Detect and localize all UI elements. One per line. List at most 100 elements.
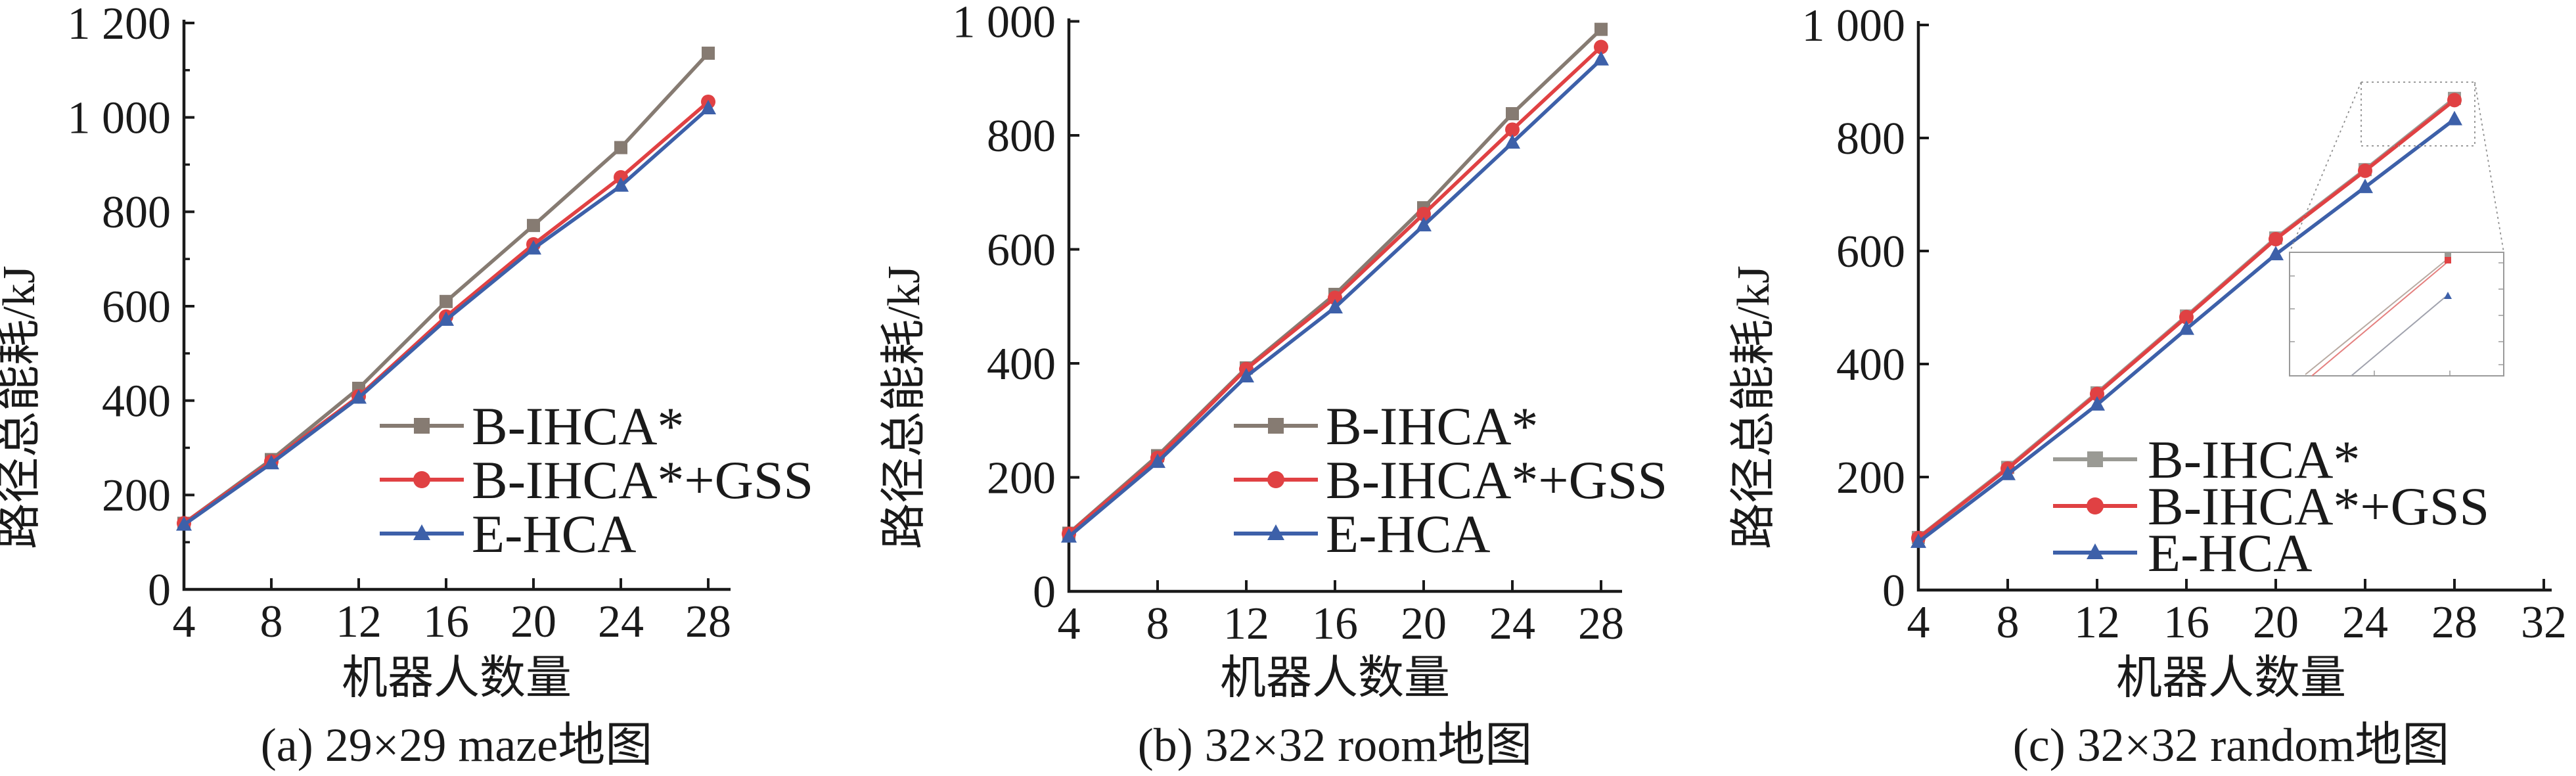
legend-label: B-IHCA*+GSS <box>2148 476 2489 536</box>
y-tick-label: 0 <box>1882 566 1905 616</box>
y-axis-ticks: 0 200 400 600 800 1 000 <box>953 0 1079 618</box>
legend-marker <box>2087 497 2104 514</box>
y-tick-label: 200 <box>1836 453 1905 503</box>
series-e-hca <box>1910 110 2462 548</box>
data-point-marker <box>527 219 540 233</box>
inset-source-rect <box>2361 81 2475 147</box>
x-tick-label: 24 <box>598 597 644 647</box>
data-point-marker <box>526 240 541 255</box>
panel-caption: (c) 32×32 random地图 <box>2013 719 2449 771</box>
x-tick-label: 28 <box>2431 597 2477 648</box>
data-point-marker <box>2000 465 2016 480</box>
data-point-marker <box>1238 367 1254 382</box>
data-point-marker <box>2268 246 2284 261</box>
y-tick-label: 600 <box>1836 227 1905 277</box>
chart-plot-area: 0 200 400 600 800 1 000 4 8 12 16 20 24 28 32 B-IHCA*B… <box>1802 1 2567 648</box>
y-tick-label: 1 000 <box>68 93 171 143</box>
y-tick-label: 1 000 <box>1802 1 1906 51</box>
data-point-marker <box>1504 134 1520 149</box>
data-point-marker <box>2090 386 2104 401</box>
series-e-hca <box>1061 51 1609 543</box>
legend-label: E-HCA <box>472 504 637 564</box>
x-tick-label: 16 <box>1312 599 1358 649</box>
y-tick-label: 0 <box>1033 567 1056 618</box>
data-point-marker <box>2447 93 2462 108</box>
panel-caption: (b) 32×32 room地图 <box>1138 719 1533 771</box>
data-point-marker <box>1416 206 1431 221</box>
x-axis-label: 机器人数量 <box>342 653 572 704</box>
x-axis-ticks: 4 8 12 16 20 24 28 32 <box>1907 579 2567 648</box>
inset-marker-b-ihca <box>2445 252 2451 257</box>
data-point-marker <box>2269 231 2283 246</box>
legend-marker <box>2087 543 2104 559</box>
legend-marker <box>1268 418 1284 434</box>
y-tick-label: 800 <box>102 187 171 238</box>
x-tick-label: 16 <box>2163 597 2209 648</box>
x-axis-label: 机器人数量 <box>1220 653 1450 704</box>
data-point-marker <box>614 141 627 154</box>
y-axis-label: 路径总能耗/kJ <box>879 265 930 549</box>
y-tick-label: 600 <box>102 282 171 332</box>
chart-panel-random: 0 200 400 600 800 1 000 4 8 12 16 20 24 28 32 B-IHCA*B… <box>1729 1 2567 771</box>
data-point-marker <box>702 46 715 60</box>
legend-marker <box>1267 471 1284 488</box>
x-tick-label: 24 <box>1489 599 1535 649</box>
legend-marker <box>413 471 430 488</box>
legend-marker <box>414 418 430 434</box>
x-axis-ticks: 4 8 12 16 20 24 28 <box>1058 580 1624 649</box>
y-axis-label: 路径总能耗/kJ <box>0 265 45 549</box>
x-tick-label: 12 <box>2074 597 2120 648</box>
legend-label: E-HCA <box>2148 523 2313 583</box>
x-tick-label: 28 <box>685 597 731 647</box>
x-tick-label: 8 <box>1146 599 1169 649</box>
y-axis-ticks: 0 200 400 600 800 1 000 1 200 <box>68 0 194 616</box>
inset-panel <box>2289 252 2504 377</box>
x-tick-label: 32 <box>2521 597 2567 648</box>
legend-marker <box>413 524 430 540</box>
data-point-marker <box>440 294 453 308</box>
y-tick-label: 200 <box>987 453 1056 503</box>
x-tick-label: 28 <box>1578 599 1624 649</box>
inset-line-e-hca <box>2351 296 2446 377</box>
data-point-marker <box>2179 320 2194 335</box>
inset-marker-b-ihca-gss <box>2445 257 2451 263</box>
data-point-marker <box>2179 309 2194 325</box>
legend-label: B-IHCA*+GSS <box>472 450 813 510</box>
chart-panel-room: 0 200 400 600 800 1 000 4 8 12 16 20 24 28 B-IHCA*B-I… <box>879 0 1668 771</box>
chart-plot-area: 0 200 400 600 800 1 000 4 8 12 16 20 24 28 B-IHCA*B-I… <box>953 0 1668 649</box>
y-tick-label: 1 000 <box>953 0 1056 47</box>
x-axis-label: 机器人数量 <box>2116 653 2346 704</box>
data-point-marker <box>2447 110 2462 126</box>
data-point-marker <box>1594 39 1608 55</box>
data-point-marker <box>700 100 716 115</box>
data-point-marker <box>1593 51 1609 66</box>
y-tick-label: 400 <box>1836 340 1905 390</box>
x-tick-label: 4 <box>1907 597 1930 648</box>
data-point-marker <box>1328 290 1342 306</box>
x-tick-label: 20 <box>2253 597 2299 648</box>
data-point-marker <box>2089 396 2105 411</box>
data-point-marker <box>1150 453 1165 468</box>
y-axis-label: 路径总能耗/kJ <box>1729 265 1779 549</box>
data-point-marker <box>263 455 279 470</box>
legend-marker <box>2087 451 2103 467</box>
legend-label: E-HCA <box>1326 504 1491 564</box>
inset-line-b-ihca <box>2305 260 2446 375</box>
data-point-marker <box>1506 107 1519 121</box>
y-tick-label: 400 <box>987 339 1056 390</box>
y-tick-label: 1 200 <box>68 0 171 49</box>
data-point-marker <box>2358 163 2372 178</box>
inset-line-b-ihca-gss <box>2311 262 2447 377</box>
y-tick-label: 800 <box>1836 114 1905 164</box>
data-point-marker <box>1416 217 1432 232</box>
data-point-marker <box>1505 122 1520 137</box>
data-point-marker <box>176 516 192 531</box>
zoom-inset <box>2289 81 2504 377</box>
y-tick-label: 200 <box>102 470 171 521</box>
legend-label: B-IHCA* <box>1326 396 1538 456</box>
inset-connector-line <box>2289 81 2362 253</box>
x-axis-ticks: 4 8 12 16 20 24 28 <box>173 578 731 647</box>
data-point-marker <box>1910 533 1926 548</box>
